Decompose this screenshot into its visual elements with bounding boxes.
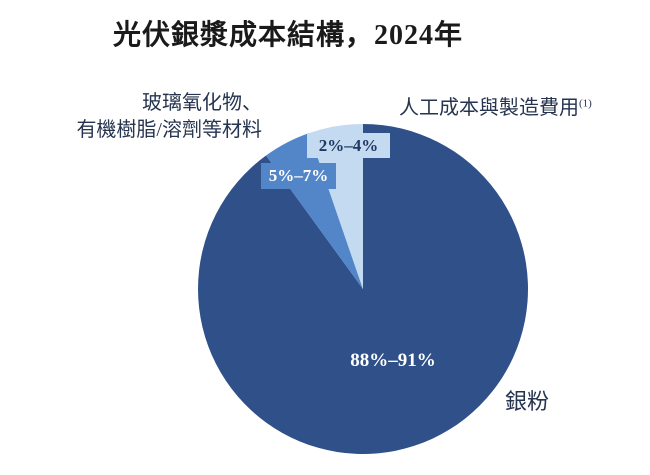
slice-label-glass-oxide-resin-solvent: 玻璃氧化物、 有機樹脂/溶劑等材料 — [76, 90, 262, 144]
chart-title: 光伏銀漿成本結構，2024年 — [113, 20, 464, 51]
pie-slice-silver-powder — [198, 124, 529, 454]
slice-label-silver-powder: 銀粉 — [505, 389, 550, 414]
value-callout-glass-oxide-resin-solvent: 5%–7% — [261, 163, 336, 189]
value-callout-labor-manufacturing: 2%–4% — [307, 133, 390, 158]
slice-label-glass-line2: 有機樹脂/溶劑等材料 — [76, 119, 262, 141]
value-label-silver-powder: 88%–91% — [350, 350, 436, 371]
slice-label-glass-line1: 玻璃氧化物、 — [142, 92, 262, 114]
slice-label-labor-manufacturing: 人工成本與製造費用(1) — [399, 95, 592, 122]
footnote-marker: (1) — [579, 97, 592, 110]
slice-label-labor-text: 人工成本與製造費用 — [399, 97, 579, 119]
